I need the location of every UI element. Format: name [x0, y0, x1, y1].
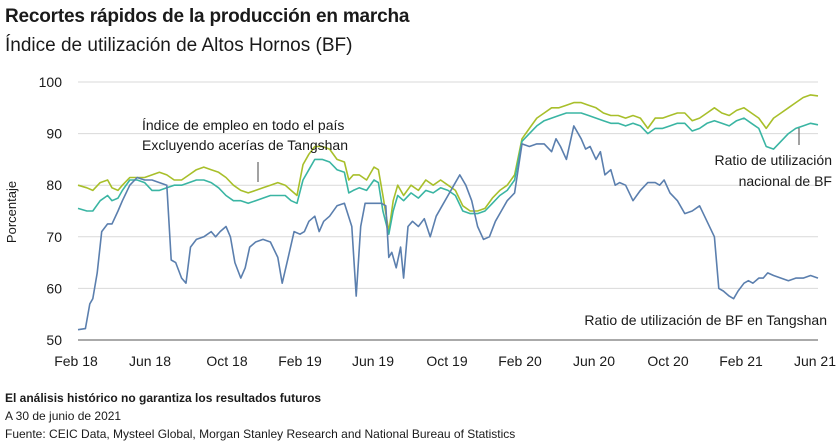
- x-tick-label: Oct 20: [647, 353, 688, 369]
- as-of-date: A 30 de junio de 2021: [5, 409, 122, 423]
- series-line-national: [77, 94, 819, 233]
- series-line-ex_tangshan: [77, 112, 819, 235]
- y-tick-label: 60: [46, 280, 62, 296]
- x-tick-label: Feb 21: [719, 353, 763, 369]
- y-tick-label: 70: [46, 229, 62, 245]
- series-line-tangshan: [77, 125, 819, 331]
- annotation-ex: Excluyendo acerías de Tangshan: [142, 137, 348, 153]
- y-tick-label: 80: [46, 177, 62, 193]
- x-tick-label: Jun 19: [352, 353, 394, 369]
- x-tick-label: Jun 20: [573, 353, 615, 369]
- x-tick-label: Oct 19: [426, 353, 467, 369]
- y-tick-label: 100: [39, 74, 63, 90]
- x-tick-label: Oct 18: [206, 353, 247, 369]
- x-tick-label: Feb 18: [54, 353, 98, 369]
- x-tick-label: Jun 21: [794, 353, 836, 369]
- chart-subtitle: Índice de utilización de Altos Hornos (B…: [5, 35, 353, 56]
- annotation-nat: nacional de BF: [739, 173, 832, 189]
- x-tick-label: Jun 18: [129, 353, 171, 369]
- annotation-nat: Ratio de utilización: [714, 152, 832, 168]
- annotation-ex: Índice de empleo en todo el país: [142, 117, 344, 133]
- x-tick-label: Feb 20: [498, 353, 542, 369]
- y-tick-label: 50: [46, 332, 62, 348]
- chart-title: Recortes rápidos de la producción en mar…: [5, 6, 410, 27]
- y-axis-label: Porcentaje: [4, 181, 19, 243]
- source-note: Fuente: CEIC Data, Mysteel Global, Morga…: [5, 427, 516, 441]
- x-tick-label: Feb 19: [278, 353, 322, 369]
- y-tick-label: 90: [46, 126, 62, 142]
- disclaimer-text: El análisis histórico no garantiza los r…: [5, 391, 322, 405]
- annotation-tang: Ratio de utilización de BF en Tangshan: [584, 312, 827, 328]
